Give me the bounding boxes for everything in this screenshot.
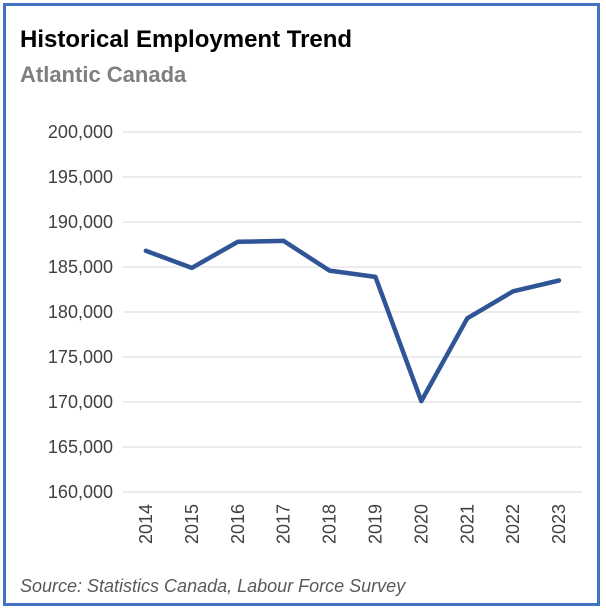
- x-tick-label: 2019: [365, 504, 385, 544]
- data-point: [511, 289, 516, 294]
- data-point: [465, 316, 470, 321]
- chart-subtitle: Atlantic Canada: [20, 62, 187, 87]
- x-tick-label: 2017: [274, 504, 294, 544]
- x-tick-label: 2021: [457, 504, 477, 544]
- data-point: [373, 274, 378, 279]
- series-group: [143, 238, 562, 404]
- source-note: Source: Statistics Canada, Labour Force …: [20, 576, 406, 596]
- y-tick-label: 180,000: [48, 302, 113, 322]
- grid-lines: [123, 131, 582, 493]
- data-point: [235, 239, 240, 244]
- y-tick-label: 170,000: [48, 392, 113, 412]
- x-tick-label: 2020: [411, 504, 431, 544]
- y-tick-label: 175,000: [48, 347, 113, 367]
- data-point: [327, 268, 332, 273]
- data-point: [419, 399, 424, 404]
- y-tick-label: 195,000: [48, 167, 113, 187]
- y-axis-tick-labels: 160,000 165,000 170,000 175,000 180,000 185,0…: [48, 122, 113, 502]
- y-tick-label: 190,000: [48, 212, 113, 232]
- data-point: [557, 278, 562, 283]
- x-tick-label: 2016: [228, 504, 248, 544]
- x-tick-label: 2014: [136, 504, 156, 544]
- x-tick-label: 2015: [182, 504, 202, 544]
- x-tick-label: 2018: [320, 504, 340, 544]
- y-tick-label: 165,000: [48, 437, 113, 457]
- y-tick-label: 185,000: [48, 257, 113, 277]
- series-line: [143, 238, 562, 404]
- x-tick-label: 2023: [549, 504, 569, 544]
- data-point: [281, 238, 286, 243]
- data-point: [143, 248, 148, 253]
- y-tick-label: 200,000: [48, 122, 113, 142]
- data-point: [189, 265, 194, 270]
- x-tick-label: 2022: [503, 504, 523, 544]
- y-tick-label: 160,000: [48, 482, 113, 502]
- chart-frame: [3, 3, 600, 606]
- x-axis-tick-labels: 2014 2015 2016 2017 2018 2019 2020 2021 2022 2023: [136, 504, 569, 544]
- chart-title: Historical Employment Trend: [20, 26, 353, 53]
